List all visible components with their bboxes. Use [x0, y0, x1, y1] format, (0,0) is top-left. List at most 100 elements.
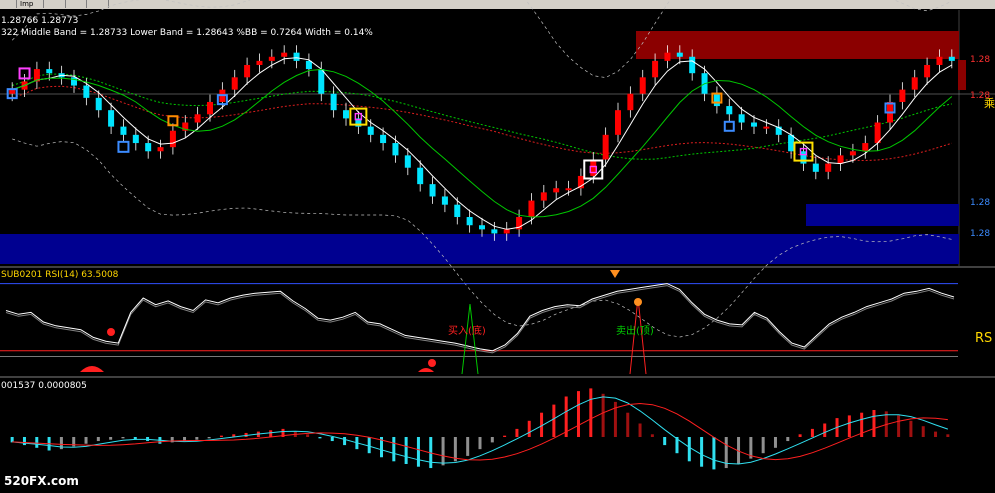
rsi-sell-label: 卖出(顶)	[616, 326, 654, 337]
toolbar-tab[interactable]	[0, 0, 17, 8]
support-zone	[0, 234, 959, 264]
macd-signal-line	[12, 402, 948, 461]
candle	[615, 110, 621, 135]
macd-bar	[724, 437, 728, 469]
macd-bar	[195, 437, 199, 440]
macd-bar	[232, 434, 236, 437]
macd-bar	[576, 391, 580, 437]
pivot-marker-yellow	[349, 107, 368, 126]
candle	[268, 56, 275, 61]
macd-bar	[207, 437, 211, 439]
bollinger-lower	[12, 138, 952, 338]
macd-bar	[712, 437, 716, 470]
candle	[479, 225, 485, 230]
candle	[404, 155, 411, 168]
macd-bar	[269, 430, 273, 437]
toolbar-tab[interactable]	[45, 0, 66, 8]
right-axis-label-2: 1.28	[970, 91, 991, 101]
resistance-zone	[636, 31, 959, 59]
watermark: 520FX.com	[4, 474, 79, 488]
candle	[293, 52, 300, 61]
pivot-marker-blue	[117, 140, 130, 153]
candle	[862, 143, 869, 152]
macd-bar	[478, 437, 482, 450]
candle	[948, 56, 955, 61]
macd-bar	[872, 410, 876, 437]
candle	[194, 114, 201, 123]
candle	[664, 52, 671, 61]
candle	[157, 147, 164, 152]
macd-bar	[416, 437, 420, 467]
macd-bar	[490, 437, 494, 443]
macd-bar	[121, 437, 125, 439]
candle	[540, 192, 547, 201]
pivot-marker-orange	[711, 92, 723, 104]
candle	[565, 188, 572, 191]
macd-bar	[503, 435, 507, 437]
candle	[800, 151, 807, 164]
macd-bar	[515, 428, 519, 437]
rsi-signal-dot	[107, 328, 115, 336]
candle	[491, 229, 498, 234]
candle	[516, 217, 523, 230]
candle	[825, 163, 832, 172]
candle	[689, 56, 696, 74]
macd-bar	[638, 423, 642, 437]
toolbar-tab[interactable]	[66, 0, 87, 8]
rsi-signal-dot	[634, 298, 642, 306]
macd-bar	[663, 437, 667, 446]
candle	[936, 56, 943, 65]
candle	[429, 184, 436, 197]
rsi-shadow-line	[5, 285, 955, 354]
candle	[924, 64, 931, 78]
macd-bar	[897, 415, 901, 437]
pivot-marker-blue	[6, 88, 18, 100]
candle	[899, 89, 906, 102]
macd-bar	[786, 437, 790, 442]
candle	[738, 114, 745, 123]
candle	[577, 175, 584, 189]
macd-bar	[466, 437, 470, 456]
candle	[367, 126, 374, 135]
rsi-bottom-cluster	[80, 366, 104, 372]
macd-bar	[109, 437, 113, 440]
macd-bar	[170, 437, 174, 443]
candle	[281, 52, 288, 57]
macd-bar	[453, 437, 457, 462]
right-axis-label-1: 1.28	[970, 55, 991, 65]
toolbar-tab-imp[interactable]: Imp	[17, 0, 44, 8]
candle	[454, 204, 461, 218]
candle	[788, 134, 795, 152]
candle	[256, 60, 263, 65]
candle	[849, 151, 856, 156]
candle	[392, 143, 399, 156]
macd-bar	[84, 437, 88, 444]
macd-bar	[700, 437, 704, 467]
rsi-top-arrow	[610, 270, 620, 278]
macd-bar	[133, 437, 137, 440]
candle	[627, 93, 634, 111]
candle	[83, 85, 90, 98]
pivot-marker-blue	[884, 102, 896, 114]
candle	[33, 69, 40, 82]
macd-bar	[367, 437, 371, 454]
macd-bar	[72, 437, 76, 447]
macd-bar	[183, 437, 187, 442]
rsi-readout: SUB0201 RSI(14) 63.5008	[1, 270, 119, 280]
pivot-marker-blue	[723, 120, 735, 132]
macd-bar	[392, 437, 396, 462]
candle	[145, 143, 152, 152]
candle	[355, 118, 362, 127]
rsi-signal-dot	[428, 359, 436, 367]
candle	[837, 155, 844, 164]
macd-bar	[798, 434, 802, 437]
macd-bar	[773, 437, 777, 448]
candle	[380, 134, 387, 144]
candle	[639, 77, 646, 94]
candle	[108, 110, 115, 127]
candle	[343, 110, 349, 119]
macd-bar	[59, 437, 63, 450]
toolbar-tab[interactable]	[88, 0, 109, 8]
